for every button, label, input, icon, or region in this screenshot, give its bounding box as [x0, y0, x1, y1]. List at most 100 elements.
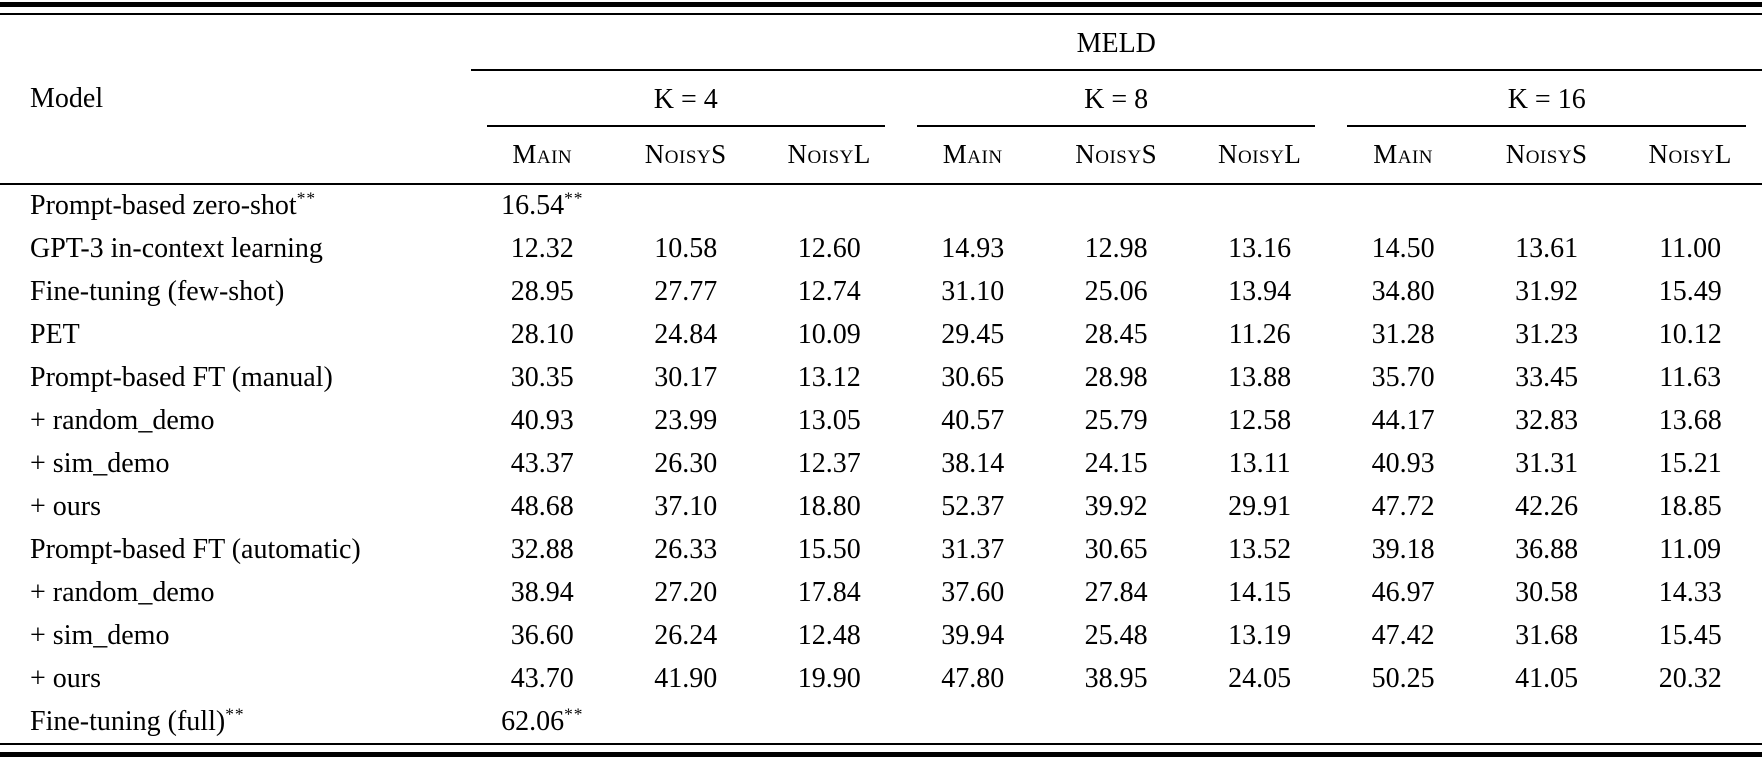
model-cell: + sim_demo: [30, 619, 170, 651]
subcolumn-row: Main NoisyS NoisyL Main NoisyS NoisyL Main Nois…: [0, 127, 1762, 185]
subcol-header-main-k3: Main: [1331, 127, 1475, 185]
value-cell: 26.30: [654, 447, 718, 479]
table-row: Prompt-based FT (automatic) 32.88 26.33 15.…: [0, 528, 1762, 571]
value-cell: [757, 184, 900, 227]
value-cell: 18.80: [797, 490, 861, 522]
model-cell: + random_demo: [30, 576, 215, 608]
value-cell: 28.10: [510, 318, 574, 350]
subcol-header-noisys-k2: NoisyS: [1044, 127, 1188, 185]
model-cell: Prompt-based FT (automatic): [30, 533, 361, 565]
value-cell: 13.68: [1658, 404, 1722, 436]
value-cell: 25.06: [1084, 275, 1148, 307]
value-cell: 20.32: [1658, 662, 1722, 694]
value-cell: 25.79: [1084, 404, 1148, 436]
table-row: Prompt-based zero-shot** 16.54**: [0, 184, 1762, 227]
value-cell: 17.84: [797, 576, 861, 608]
value-cell: 12.48: [797, 619, 861, 651]
value-cell: 24.15: [1084, 447, 1148, 479]
value-cell: 62.06**: [501, 704, 584, 737]
value-cell: 35.70: [1371, 361, 1435, 393]
model-column-header: Model: [0, 15, 471, 185]
model-cell: Prompt-based zero-shot**: [30, 188, 317, 221]
value-cell: 30.65: [1084, 533, 1148, 565]
value-cell: 47.72: [1371, 490, 1435, 522]
k-group-label: K = 8: [916, 71, 1316, 127]
value-cell: 30.58: [1515, 576, 1579, 608]
value-cell: 13.11: [1228, 447, 1291, 479]
value-cell: 14.33: [1658, 576, 1722, 608]
value-cell: 37.60: [941, 576, 1005, 608]
value-cell: [1044, 700, 1187, 743]
value-cell: 43.70: [510, 662, 574, 694]
value-cell: 26.24: [654, 619, 718, 651]
value-cell: 36.88: [1515, 533, 1579, 565]
value-cell: 28.45: [1084, 318, 1148, 350]
value-cell: 15.21: [1658, 447, 1722, 479]
table-row: + random_demo 40.93 23.99 13.05 40.57 25.79 12…: [0, 399, 1762, 442]
value-cell: [614, 700, 757, 743]
value-cell: 31.28: [1371, 318, 1435, 350]
value-cell: 15.49: [1658, 275, 1722, 307]
value-cell: 31.23: [1515, 318, 1579, 350]
double-star-superscript: **: [564, 704, 584, 724]
subcol-header-main-k2: Main: [900, 127, 1045, 185]
value-cell: [901, 700, 1044, 743]
table-row: + ours 43.70 41.90 19.90 47.80 38.95 24.05 50.2…: [0, 657, 1762, 700]
value-cell: 48.68: [510, 490, 574, 522]
value-cell: [1475, 700, 1618, 743]
value-cell: 31.10: [941, 275, 1005, 307]
subcol-header-noisys-k3: NoisyS: [1474, 127, 1619, 185]
value-cell: 11.63: [1659, 361, 1722, 393]
table-row: + sim_demo 36.60 26.24 12.48 39.94 25.48 13.19…: [0, 614, 1762, 657]
value-cell: 26.33: [654, 533, 718, 565]
value-cell: 14.15: [1228, 576, 1292, 608]
value-cell: 13.05: [797, 404, 861, 436]
value-cell: 38.94: [510, 576, 574, 608]
table-row: Prompt-based FT (manual) 30.35 30.17 13.12 3…: [0, 356, 1762, 399]
value-cell: [1188, 184, 1331, 227]
value-cell: 14.93: [941, 232, 1005, 264]
value-cell: 13.52: [1228, 533, 1292, 565]
value-cell: 30.35: [510, 361, 574, 393]
table-row: PET 28.10 24.84 10.09 29.45 28.45 11.26 31.28 31…: [0, 313, 1762, 356]
value-cell: 13.61: [1515, 232, 1579, 264]
value-cell: [1044, 184, 1187, 227]
value-cell: 11.00: [1659, 232, 1722, 264]
subcol-header-noisyl-k1: NoisyL: [757, 127, 901, 185]
double-star-superscript: **: [225, 704, 245, 724]
value-cell: 40.57: [941, 404, 1005, 436]
value-cell: 38.14: [941, 447, 1005, 479]
top-rule-thin: [0, 13, 1762, 15]
k-group-header-3: K = 16: [1331, 70, 1762, 127]
value-cell: 16.54**: [501, 188, 584, 221]
value-cell: 13.12: [797, 361, 861, 393]
value-cell: 52.37: [941, 490, 1005, 522]
k-group-label: K = 16: [1347, 71, 1746, 127]
table-row: + sim_demo 43.37 26.30 12.37 38.14 24.15 13.11…: [0, 442, 1762, 485]
value-cell: 39.94: [941, 619, 1005, 651]
value-cell: 24.05: [1228, 662, 1292, 694]
value-cell: 18.85: [1658, 490, 1722, 522]
model-cell: GPT-3 in-context learning: [30, 232, 323, 264]
value-cell: 10.09: [797, 318, 861, 350]
value-cell: 12.58: [1228, 404, 1292, 436]
value-cell: 29.91: [1228, 490, 1292, 522]
value-cell: [757, 700, 900, 743]
value-cell: [1618, 184, 1762, 227]
k-group-header-1: K = 4: [471, 70, 901, 127]
value-cell: 34.80: [1371, 275, 1435, 307]
value-cell: 12.32: [510, 232, 574, 264]
value-cell: 50.25: [1371, 662, 1435, 694]
value-cell: 13.88: [1228, 361, 1292, 393]
value-cell: 39.18: [1371, 533, 1435, 565]
value-cell: 25.48: [1084, 619, 1148, 651]
top-rule-thick: [0, 2, 1762, 7]
value-cell: 10.58: [654, 232, 718, 264]
k-group-row: K = 4 K = 8 K = 16: [0, 70, 1762, 127]
value-cell: 14.50: [1371, 232, 1435, 264]
value-cell: 40.93: [1371, 447, 1435, 479]
value-cell: 13.94: [1228, 275, 1292, 307]
subcol-header-noisys-k1: NoisyS: [613, 127, 758, 185]
